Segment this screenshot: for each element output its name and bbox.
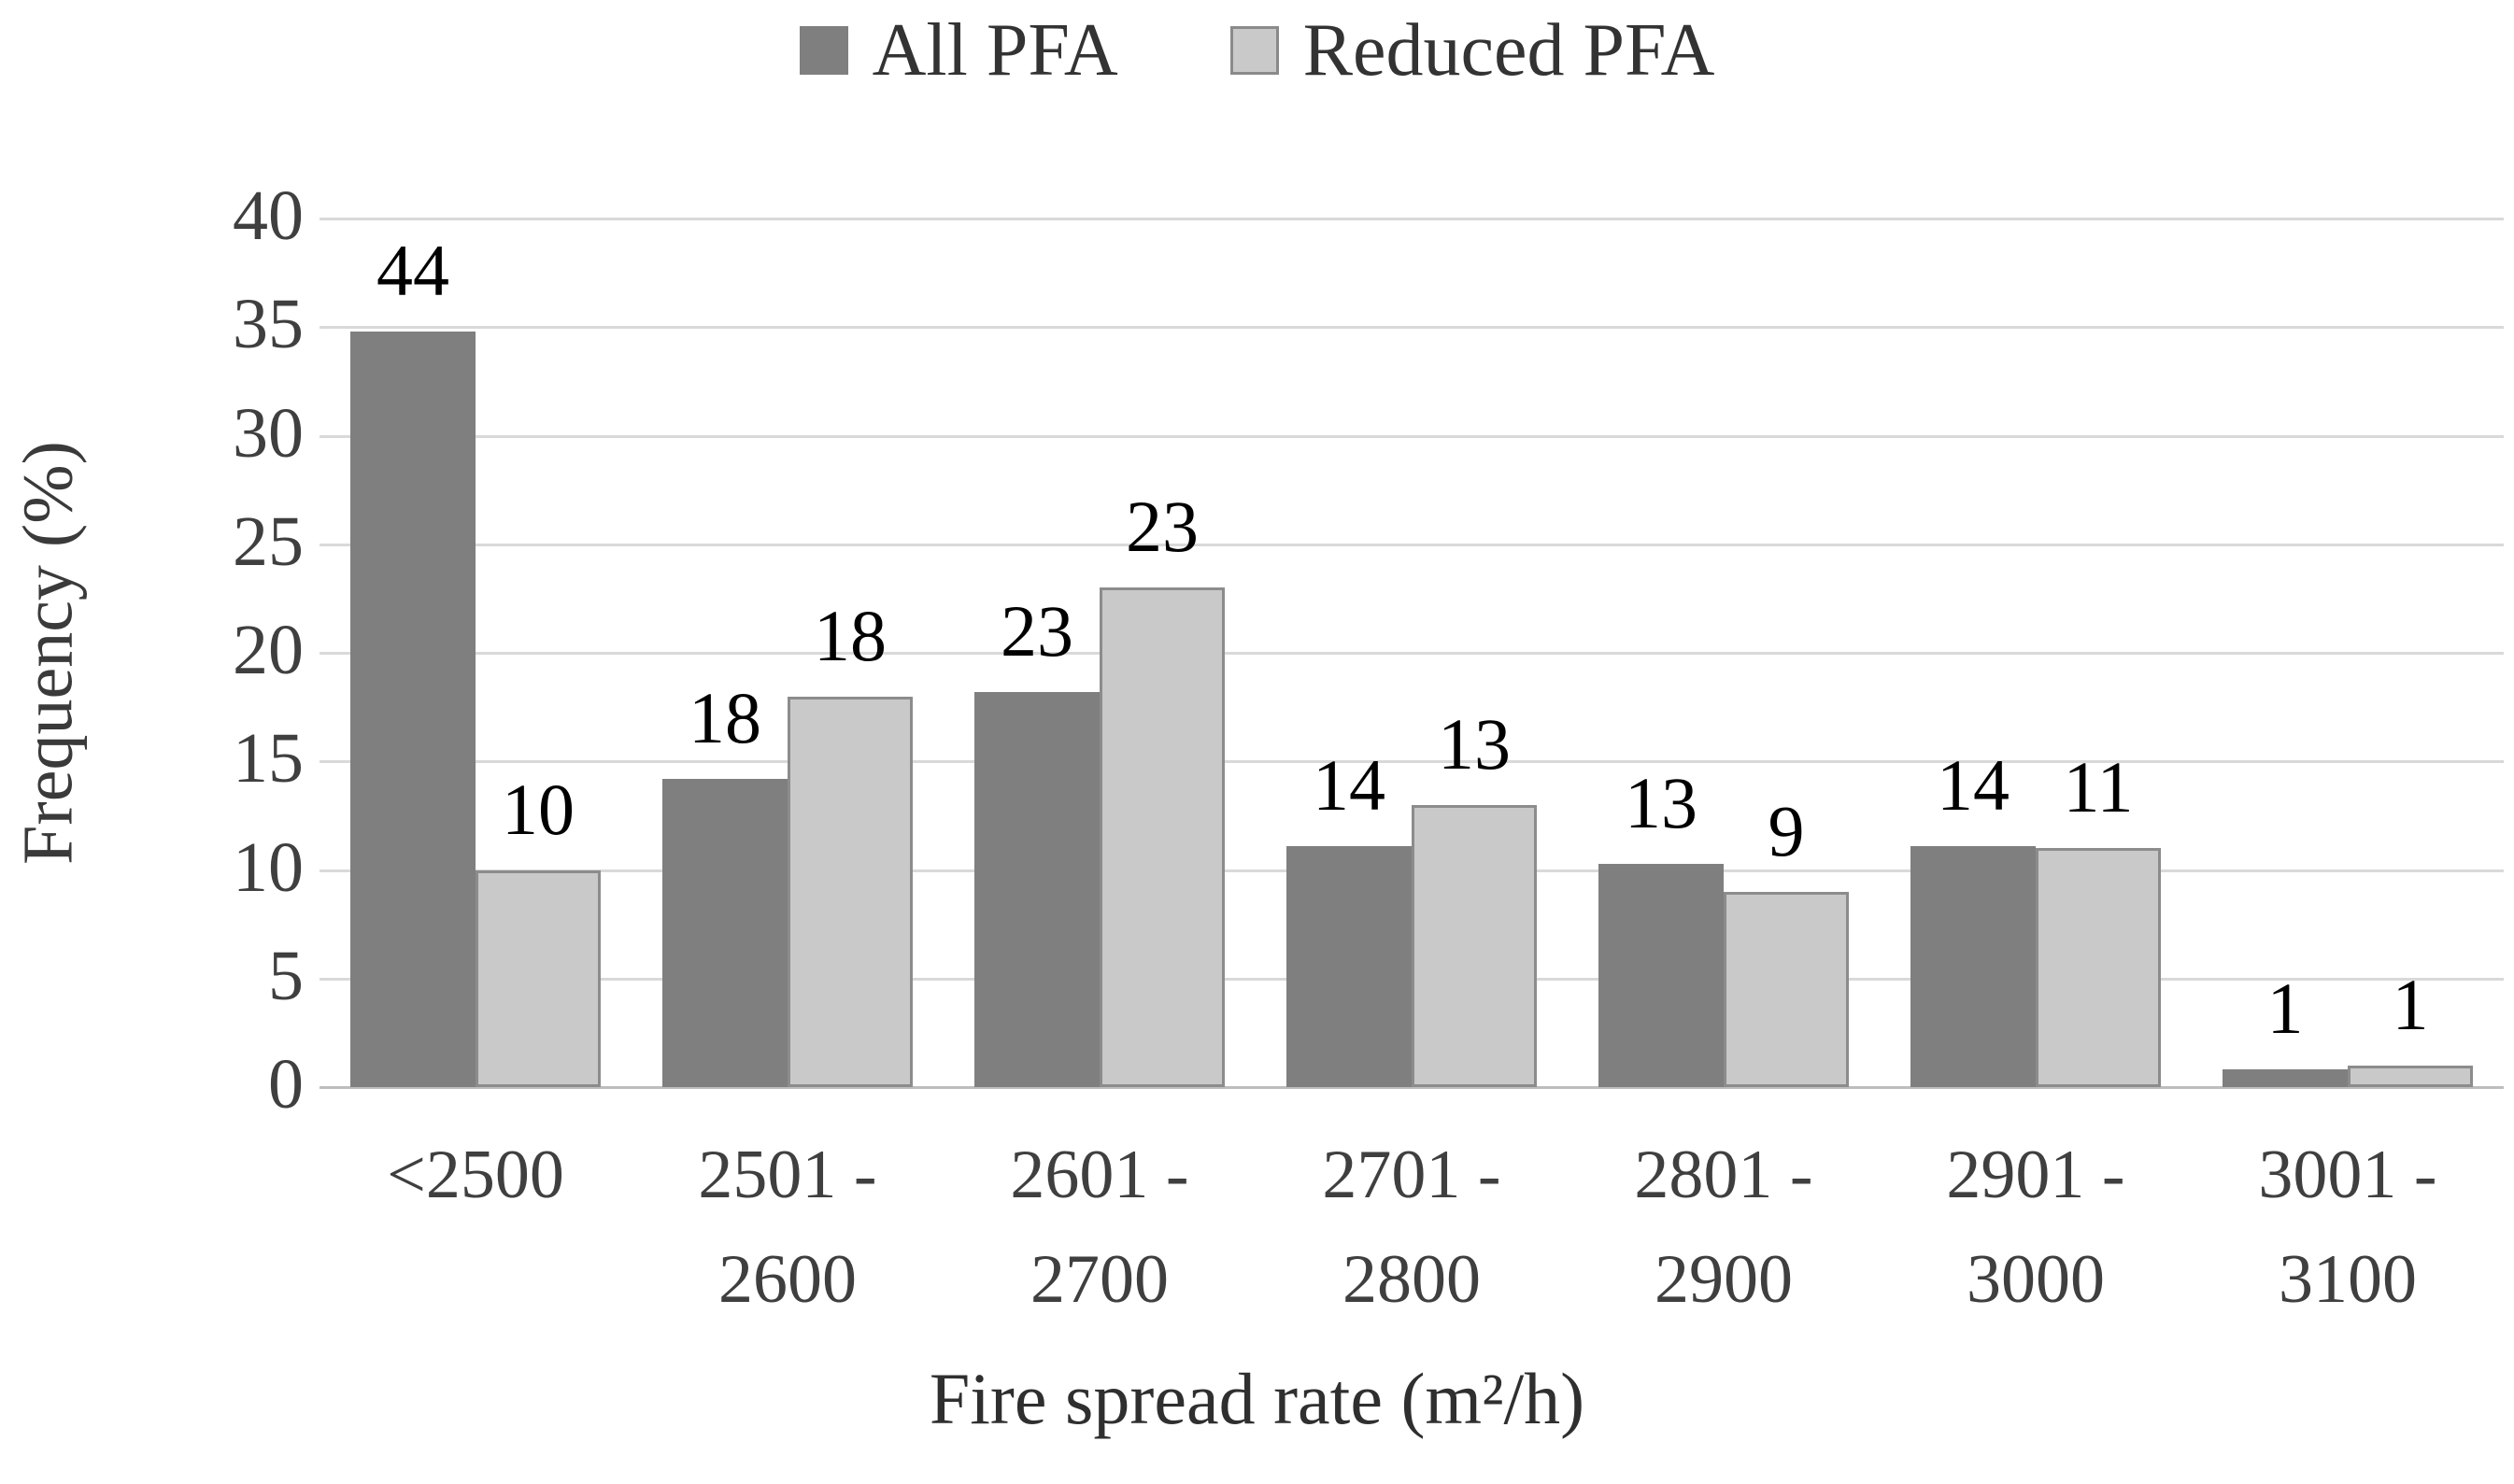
bar-all-pfa <box>1286 845 1412 1087</box>
y-tick-label: 10 <box>233 827 304 907</box>
gridline <box>320 760 2504 764</box>
bar-reduced-pfa <box>1724 891 1849 1087</box>
x-tick-label: 2801 - 2900 <box>1634 1137 1813 1319</box>
x-tick-label: <2500 <box>387 1137 564 1213</box>
x-tick-label: 3001 - 3100 <box>2258 1137 2437 1319</box>
gridline <box>320 218 2504 220</box>
bar-all-pfa <box>2223 1069 2348 1087</box>
legend-item-all-pfa: All PFA <box>799 9 1118 92</box>
bar-reduced-pfa <box>788 696 913 1087</box>
bar-value-label: 9 <box>1768 789 1805 871</box>
legend-swatch-reduced-pfa <box>1229 26 1279 75</box>
bar-reduced-pfa <box>1100 587 1225 1087</box>
y-tick-label: 40 <box>233 176 304 255</box>
gridline <box>320 326 2504 330</box>
x-tick-label: 2901 - 3000 <box>1946 1137 2125 1319</box>
x-tick-label: 2501 - 2600 <box>698 1137 877 1319</box>
bar-reduced-pfa <box>476 869 601 1087</box>
bar-value-label: 1 <box>2266 968 2304 1050</box>
legend: All PFA Reduced PFA <box>0 13 2514 88</box>
y-tick-label: 35 <box>233 285 304 364</box>
bar-all-pfa <box>350 331 476 1087</box>
bar-reduced-pfa <box>2348 1065 2473 1087</box>
x-axis-title: Fire spread rate (m²/h) <box>929 1358 1585 1439</box>
legend-label-reduced-pfa: Reduced PFA <box>1302 9 1715 92</box>
bar-value-label: 1 <box>2392 963 2429 1045</box>
bar-reduced-pfa <box>2036 848 2161 1087</box>
bar-reduced-pfa <box>1412 804 1537 1087</box>
bar-all-pfa <box>1910 845 2036 1087</box>
y-tick-label: 5 <box>268 936 304 1015</box>
bar-value-label: 13 <box>1625 761 1697 843</box>
bar-value-label: 44 <box>376 229 449 311</box>
y-tick-label: 15 <box>233 719 304 799</box>
bar-value-label: 23 <box>1001 589 1073 671</box>
bar-value-label: 10 <box>502 768 575 850</box>
bar-value-label: 11 <box>2063 746 2134 828</box>
bar-all-pfa <box>662 778 788 1087</box>
x-tick-label: 2701 - 2800 <box>1322 1137 1501 1319</box>
bar-all-pfa <box>1598 863 1724 1087</box>
bar-value-label: 18 <box>689 676 761 758</box>
legend-item-reduced-pfa: Reduced PFA <box>1229 9 1715 92</box>
y-tick-label: 30 <box>233 393 304 473</box>
x-tick-label: 2601 - 2700 <box>1010 1137 1189 1319</box>
bar-value-label: 13 <box>1438 702 1511 784</box>
gridline <box>320 434 2504 438</box>
bar-value-label: 14 <box>1313 743 1385 826</box>
gridline <box>320 652 2504 655</box>
y-tick-label: 25 <box>233 502 304 581</box>
legend-swatch-all-pfa <box>799 26 848 75</box>
bar-value-label: 23 <box>1126 486 1199 568</box>
y-tick-label: 0 <box>268 1044 304 1124</box>
legend-label-all-pfa: All PFA <box>872 9 1118 92</box>
bar-all-pfa <box>974 691 1100 1087</box>
x-axis-line <box>320 1086 2504 1089</box>
y-tick-label: 20 <box>233 610 304 689</box>
bar-value-label: 18 <box>814 594 887 676</box>
bar-value-label: 14 <box>1937 743 2010 826</box>
gridline <box>320 543 2504 546</box>
